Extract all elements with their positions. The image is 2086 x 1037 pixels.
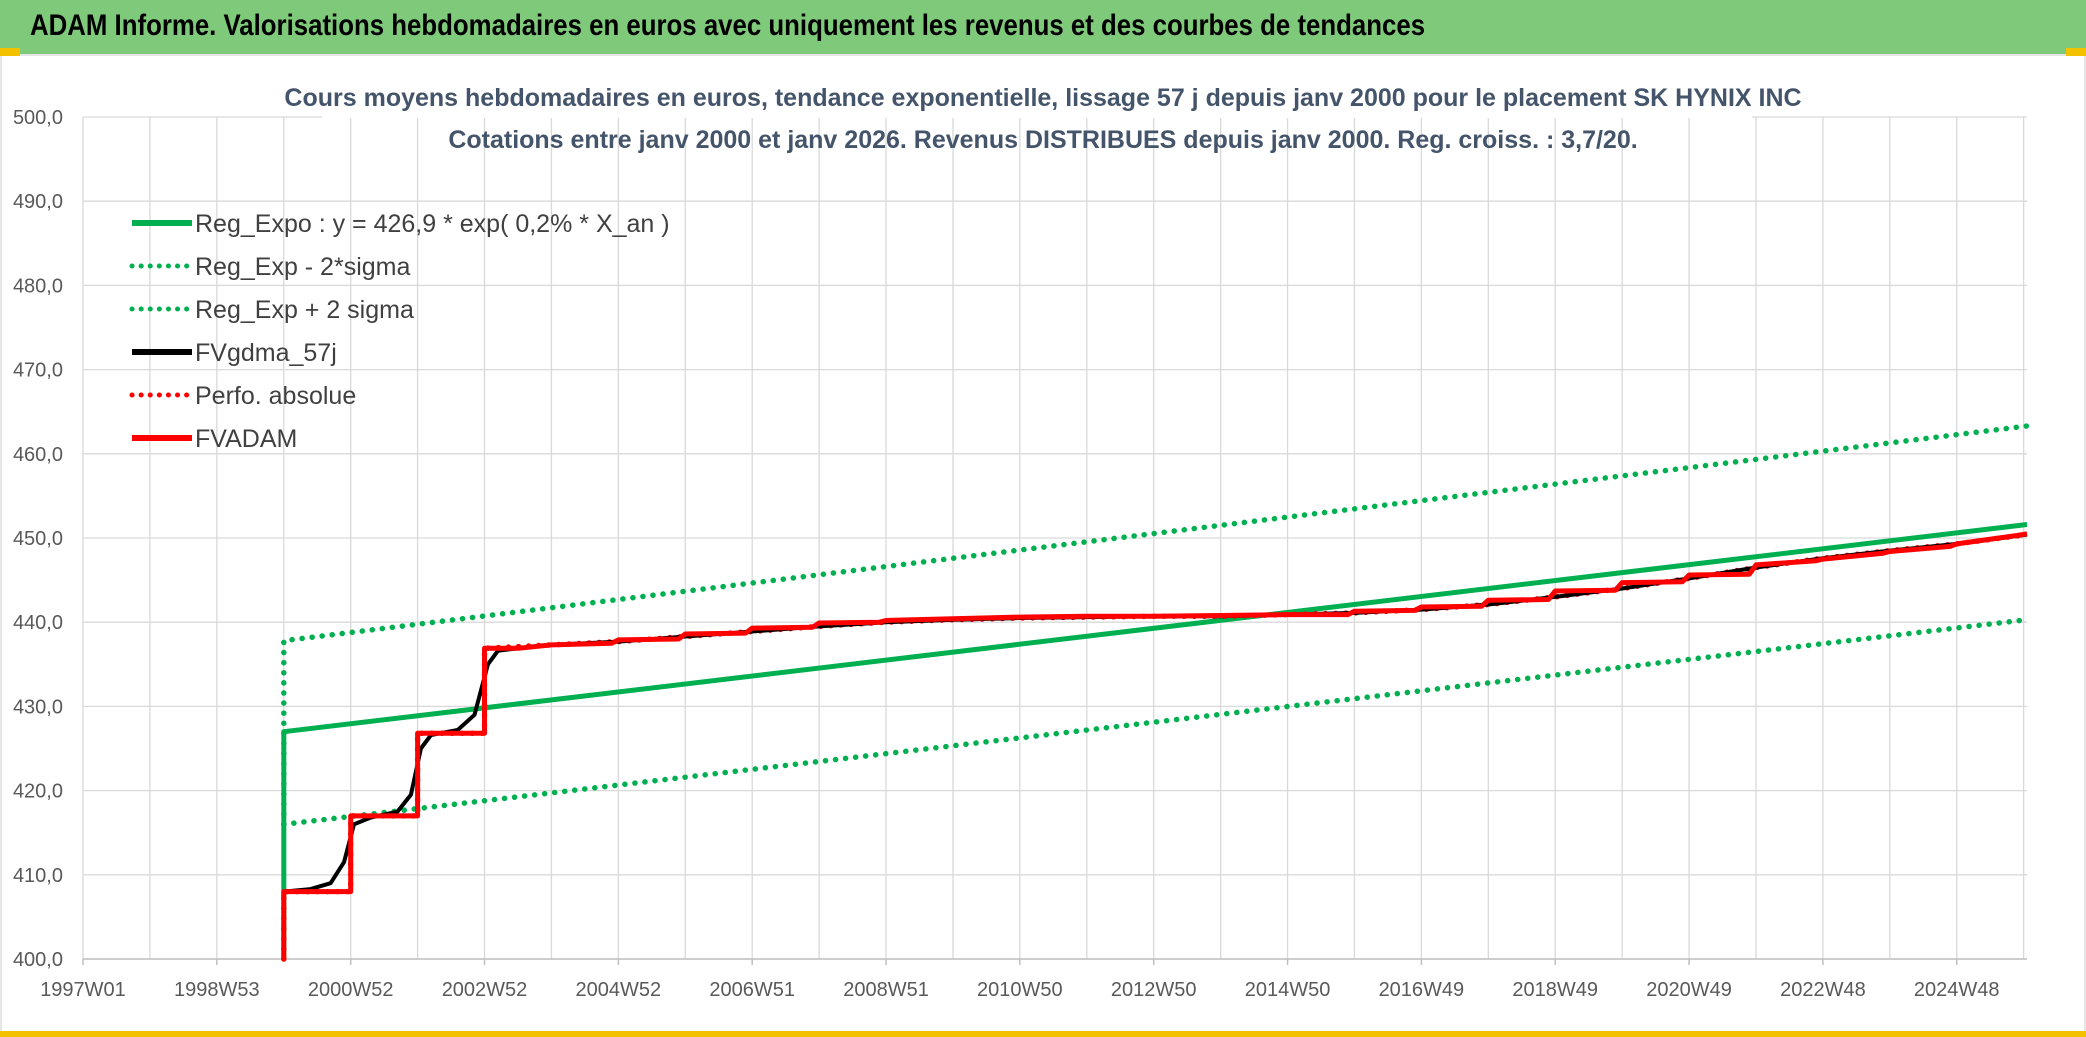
series-line-3 <box>283 532 2028 894</box>
y-tick-label: 400,0 <box>13 949 63 971</box>
line-chart: 400,0 410,0 420,0 430,0 440,0 450,0 460,0 470,0… <box>13 78 2030 1001</box>
report-banner: ADAM Informe. Valorisations hebdomadaire… <box>0 0 2086 56</box>
y-tick-label: 470,0 <box>13 360 63 382</box>
series-line-2 <box>281 423 2030 828</box>
chart-title-bg <box>322 78 1752 118</box>
x-tick-label: 2014W50 <box>1245 979 1331 1001</box>
banner-accent-left <box>0 48 20 56</box>
x-tick-label: 2016W49 <box>1379 979 1465 1001</box>
x-tick-label: 2010W50 <box>977 979 1063 1001</box>
series-line-0 <box>281 522 2028 959</box>
x-tick-label: 2006W51 <box>709 979 795 1001</box>
y-tick-label: 460,0 <box>13 444 63 466</box>
y-tick-label: 440,0 <box>13 612 63 634</box>
y-tick-label: 490,0 <box>13 191 63 213</box>
chart-series <box>281 423 2030 962</box>
y-tick-label: 430,0 <box>13 696 63 718</box>
legend-label-2: Reg_Exp + 2 sigma <box>195 296 414 324</box>
x-tick-label: 2012W50 <box>1111 979 1197 1001</box>
legend-label-3: FVgdma_57j <box>195 339 337 367</box>
banner-accent-right <box>2066 48 2086 56</box>
legend-label-5: FVADAM <box>195 425 297 453</box>
y-tick-label: 450,0 <box>13 528 63 550</box>
x-tick-label: 2020W49 <box>1646 979 1732 1001</box>
chart-subtitle: Cotations entre janv 2000 et janv 2026. … <box>448 126 1637 154</box>
chart-legend: Reg_Expo : y = 426,9 * exp( 0,2% * X_an … <box>129 210 670 453</box>
legend-label-4: Perfo. absolue <box>195 382 356 410</box>
y-tick-label: 410,0 <box>13 865 63 887</box>
y-tick-label: 420,0 <box>13 781 63 803</box>
chart-title-block: Cours moyens hebdomadaires en euros, ten… <box>284 78 1802 154</box>
x-tick-label: 2004W52 <box>576 979 662 1001</box>
y-tick-label: 500,0 <box>13 107 63 129</box>
x-tick-label: 2018W49 <box>1512 979 1598 1001</box>
x-tick-label: 1997W01 <box>40 979 126 1001</box>
x-tick-label: 1998W53 <box>174 979 260 1001</box>
chart-gridlines <box>82 116 2027 960</box>
chart-axes: 400,0 410,0 420,0 430,0 440,0 450,0 460,0 470,0… <box>13 107 2027 1001</box>
bottom-accent-bar <box>0 1031 2086 1037</box>
series-line-4 <box>281 531 2030 962</box>
x-tick-label: 2000W52 <box>308 979 394 1001</box>
x-tick-label: 2002W52 <box>442 979 528 1001</box>
series-line-5 <box>281 531 2028 959</box>
x-tick-label: 2022W48 <box>1780 979 1866 1001</box>
series-line-1 <box>281 616 2030 828</box>
y-tick-label: 480,0 <box>13 275 63 297</box>
x-tick-label: 2008W51 <box>843 979 929 1001</box>
legend-label-1: Reg_Exp - 2*sigma <box>195 253 410 281</box>
chart-frame: 400,0 410,0 420,0 430,0 440,0 450,0 460,0 470,0… <box>0 56 2086 1037</box>
report-title: ADAM Informe. Valorisations hebdomadaire… <box>30 9 1426 42</box>
x-tick-label: 2024W48 <box>1914 979 2000 1001</box>
legend-label-0: Reg_Expo : y = 426,9 * exp( 0,2% * X_an … <box>195 210 670 238</box>
chart-title: Cours moyens hebdomadaires en euros, ten… <box>284 84 1801 112</box>
